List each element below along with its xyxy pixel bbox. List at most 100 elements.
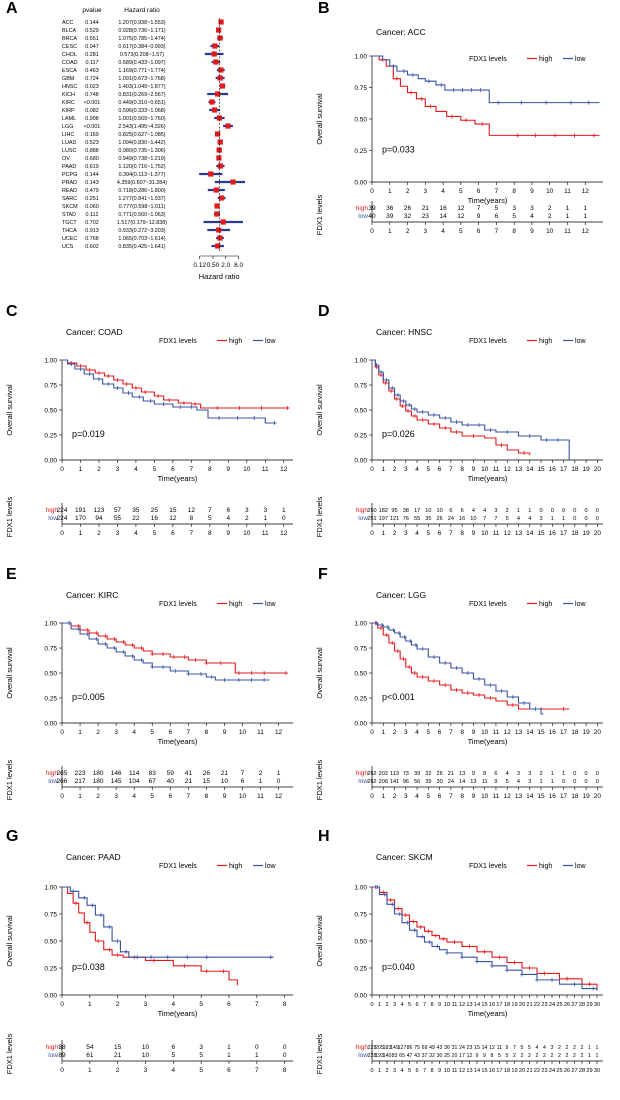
km-pvalue: p=0.019 bbox=[72, 429, 105, 439]
km-risk-x-tick-label: 5 bbox=[153, 530, 157, 537]
km-x-tick-label: 1 bbox=[78, 729, 82, 736]
km-censor-mark-low bbox=[478, 88, 483, 93]
km-risk-x-tick-label: 15 bbox=[537, 793, 545, 800]
km-censor-mark-high bbox=[161, 652, 166, 656]
km-title-h: Cancer: SKCM bbox=[376, 852, 433, 862]
km-legend-title: FDX1 levels bbox=[469, 863, 507, 870]
km-censor-mark-high bbox=[420, 675, 425, 679]
forest-hr-text: 0.718(0.286~1.800) bbox=[118, 188, 165, 194]
km-risk-y-axis-title: FDX1 levels bbox=[315, 1034, 324, 1075]
km-risk-x-tick-label: 11 bbox=[493, 793, 500, 800]
km-risk-count-low: 5 bbox=[512, 213, 516, 220]
km-censor-mark-high bbox=[156, 394, 161, 398]
km-risk-x-tick-label: 17 bbox=[560, 530, 568, 537]
km-censor-mark-high bbox=[285, 406, 290, 410]
km-risk-count-low: 61 bbox=[86, 1052, 94, 1059]
forest-pvalue: 0.651 bbox=[85, 36, 99, 42]
km-x-tick-label: 11 bbox=[564, 188, 571, 195]
km-censor-mark-high bbox=[477, 693, 482, 697]
km-y-tick-label: 0.75 bbox=[354, 383, 367, 390]
km-censor-mark-low bbox=[198, 672, 203, 676]
km-censor-mark-high bbox=[236, 671, 241, 675]
forest-hr-text: 0.617(0.384~0.993) bbox=[118, 44, 165, 50]
forest-cancer-label: ESCA bbox=[62, 68, 77, 74]
km-risk-x-tick-label: 0 bbox=[370, 793, 374, 800]
km-title-b: Cancer: ACC bbox=[376, 27, 426, 37]
km-censor-mark-high bbox=[379, 626, 384, 630]
km-censor-mark-low bbox=[150, 665, 155, 669]
km-censor-mark-low bbox=[385, 625, 390, 629]
km-censor-mark-low bbox=[410, 72, 415, 77]
km-risk-count-high: 223 bbox=[75, 770, 86, 777]
km-title-c: Cancer: COAD bbox=[66, 327, 123, 337]
km-risk-count-low: 76 bbox=[403, 516, 409, 522]
km-risk-count-low: 4 bbox=[517, 779, 520, 785]
km-risk-count-low: 7 bbox=[483, 516, 486, 522]
km-risk-x-tick-label: 8 bbox=[205, 793, 209, 800]
km-y-tick-label: 0.00 bbox=[354, 993, 367, 1000]
km-censor-mark-low bbox=[407, 403, 412, 407]
km-legend-label-high: high bbox=[229, 863, 242, 870]
km-censor-mark-high bbox=[428, 104, 433, 109]
km-risk-label-high: high bbox=[46, 770, 59, 777]
km-censor-mark-high bbox=[121, 640, 126, 644]
km-risk-count-low: 17 bbox=[459, 1053, 465, 1059]
km-censor-mark-high bbox=[454, 688, 459, 692]
km-risk-x-tick-label: 2 bbox=[385, 1068, 388, 1074]
km-curve-high bbox=[372, 886, 598, 989]
km-censor-mark-low bbox=[586, 100, 591, 105]
km-x-tick-label: 8 bbox=[205, 729, 209, 736]
km-risk-count-high: 4 bbox=[543, 1045, 546, 1051]
km-risk-x-tick-label: 9 bbox=[472, 530, 476, 537]
km-risk-count-low: 8 bbox=[491, 1053, 494, 1059]
km-risk-count-low: 3 bbox=[539, 516, 542, 522]
km-censor-mark-low bbox=[519, 100, 524, 105]
km-censor-mark-high bbox=[480, 122, 485, 127]
km-censor-mark-high bbox=[412, 671, 417, 675]
forest-pvalue: 0.060 bbox=[85, 204, 99, 210]
km-censor-mark-low bbox=[374, 363, 379, 367]
km-censor-mark-high bbox=[441, 936, 446, 941]
km-y-tick-label: 1.00 bbox=[354, 885, 367, 892]
km-x-tick-label: 3 bbox=[393, 1002, 396, 1008]
km-risk-count-low: 5 bbox=[199, 1052, 203, 1059]
km-censor-mark-high bbox=[412, 414, 417, 418]
km-x-tick-label: 12 bbox=[459, 1002, 465, 1008]
km-censor-mark-high bbox=[384, 633, 389, 637]
km-risk-count-high: 0 bbox=[573, 508, 576, 514]
km-x-tick-label: 9 bbox=[472, 466, 476, 473]
km-censor-mark-high bbox=[133, 386, 138, 390]
forest-cancer-label: GBM bbox=[62, 76, 75, 82]
km-censor-mark-high bbox=[193, 658, 198, 662]
km-censor-mark-low bbox=[460, 88, 465, 93]
km-x-tick-label: 14 bbox=[474, 1002, 480, 1008]
km-risk-count-high: 0 bbox=[596, 508, 599, 514]
km-censor-mark-low bbox=[390, 386, 395, 390]
km-y-tick-label: 0.50 bbox=[44, 939, 57, 946]
km-x-tick-label: 5 bbox=[153, 466, 157, 473]
km-censor-mark-high bbox=[561, 707, 566, 711]
km-censor-mark-low bbox=[161, 665, 166, 669]
km-risk-x-tick-label: 3 bbox=[116, 530, 120, 537]
km-censor-mark-low bbox=[390, 902, 395, 907]
km-x-tick-label: 6 bbox=[477, 188, 481, 195]
km-censor-mark-high bbox=[139, 646, 144, 650]
km-x-tick-label: 2 bbox=[385, 1002, 388, 1008]
forest-hr-point bbox=[209, 99, 215, 105]
km-risk-x-tick-label: 17 bbox=[560, 793, 568, 800]
km-risk-x-tick-label: 7 bbox=[255, 1067, 259, 1074]
km-x-tick-label: 6 bbox=[168, 729, 172, 736]
km-risk-x-tick-label: 0 bbox=[370, 228, 374, 235]
forest-cancer-label: LAML bbox=[62, 116, 76, 122]
km-risk-x-tick-label: 10 bbox=[243, 530, 251, 537]
km-x-tick-label: 2 bbox=[96, 729, 100, 736]
km-x-tick-label: 2 bbox=[97, 466, 101, 473]
km-censor-mark-low bbox=[384, 378, 389, 382]
panel-label-b: B bbox=[318, 0, 330, 17]
km-x-tick-label: 12 bbox=[504, 466, 512, 473]
km-censor-mark-low bbox=[544, 100, 549, 105]
km-censor-mark-low bbox=[443, 661, 448, 665]
